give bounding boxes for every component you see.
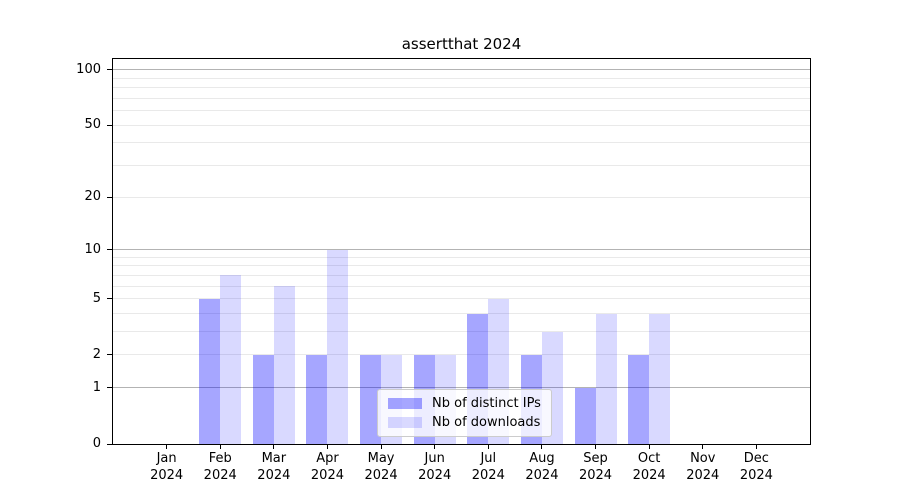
x-tick-label-aug: Aug 2024	[525, 451, 559, 483]
y-tick-2	[107, 354, 113, 356]
bar-oct-distinct-ips	[628, 354, 650, 444]
gridline-minor	[113, 274, 810, 276]
gridline-minor	[113, 97, 810, 99]
bar-mar-distinct-ips	[252, 354, 274, 444]
plot-area: Nb of distinct IPs Nb of downloads	[112, 58, 811, 449]
y-tick-0	[107, 443, 113, 445]
legend-swatch-downloads	[388, 417, 422, 428]
x-tick-label-may: May 2024	[364, 451, 398, 483]
bar-mar-downloads	[273, 286, 295, 444]
bar-sep-downloads	[595, 313, 617, 444]
x-tick-label-jan: Jan 2024	[150, 451, 184, 483]
gridline-minor	[113, 298, 810, 300]
bar-oct-downloads	[649, 313, 671, 444]
y-tick-label-5: 5	[92, 290, 101, 306]
x-tick-sep	[595, 444, 597, 449]
gridline-minor	[113, 165, 810, 167]
y-tick-100	[107, 69, 113, 71]
gridline-major	[113, 249, 810, 251]
x-tick-aug	[541, 444, 543, 449]
y-tick-label-20: 20	[84, 189, 101, 205]
bar-apr-distinct-ips	[306, 354, 328, 444]
gridline-minor	[113, 77, 810, 79]
gridline-minor	[113, 265, 810, 267]
x-tick-apr	[326, 444, 328, 449]
y-tick-label-10: 10	[84, 241, 101, 257]
x-tick-label-sep: Sep 2024	[578, 451, 613, 483]
gridline-minor	[113, 87, 810, 89]
legend-label-downloads: Nb of downloads	[432, 415, 541, 430]
legend: Nb of distinct IPs Nb of downloads	[377, 389, 552, 437]
y-tick-5	[107, 298, 113, 300]
x-tick-label-nov: Nov 2024	[686, 451, 720, 483]
x-tick-mar	[273, 444, 275, 449]
x-tick-jan	[166, 444, 168, 449]
gridline-minor	[113, 285, 810, 287]
legend-label-distinct-ips: Nb of distinct IPs	[432, 396, 541, 411]
legend-entry-downloads: Nb of downloads	[388, 415, 541, 430]
x-tick-may	[380, 444, 382, 449]
x-tick-dec	[755, 444, 757, 449]
x-tick-label-apr: Apr 2024	[310, 451, 344, 483]
y-tick-label-1: 1	[92, 379, 101, 395]
y-tick-label-100: 100	[76, 61, 101, 77]
gridline-minor	[113, 313, 810, 315]
gridline-minor	[113, 196, 810, 198]
x-tick-feb	[219, 444, 221, 449]
bar-feb-downloads	[220, 275, 242, 444]
x-tick-jun	[434, 444, 436, 449]
gridline-minor	[113, 354, 810, 356]
y-tick-20	[107, 196, 113, 198]
y-tick-10	[107, 249, 113, 251]
y-tick-label-2: 2	[92, 346, 101, 362]
gridline-minor	[113, 124, 810, 126]
gridline-major	[113, 387, 810, 389]
x-tick-nov	[702, 444, 704, 449]
gridline-major	[113, 69, 810, 71]
bar-feb-distinct-ips	[199, 298, 221, 444]
legend-entry-distinct-ips: Nb of distinct IPs	[388, 396, 541, 411]
legend-swatch-distinct-ips	[388, 398, 422, 409]
x-tick-label-feb: Feb 2024	[203, 451, 237, 483]
x-tick-label-oct: Oct 2024	[632, 451, 666, 483]
y-tick-label-0: 0	[92, 436, 101, 451]
bar-may-distinct-ips	[360, 354, 382, 444]
x-tick-label-jul: Jul 2024	[471, 451, 505, 483]
x-tick-label-mar: Mar 2024	[257, 451, 291, 483]
x-tick-oct	[648, 444, 650, 449]
chart-title: assertthat 2024	[401, 35, 522, 53]
gridline-minor	[113, 142, 810, 144]
bar-apr-downloads	[327, 249, 349, 444]
bar-sep-distinct-ips	[574, 387, 596, 444]
gridline-minor	[113, 331, 810, 333]
gridline-minor	[113, 256, 810, 258]
y-tick-label-50: 50	[84, 117, 101, 133]
y-tick-1	[107, 387, 113, 389]
gridline-minor	[113, 110, 810, 112]
x-tick-jul	[487, 444, 489, 449]
x-tick-label-jun: Jun 2024	[418, 451, 452, 483]
y-tick-50	[107, 124, 113, 126]
x-tick-label-dec: Dec 2024	[739, 451, 773, 483]
